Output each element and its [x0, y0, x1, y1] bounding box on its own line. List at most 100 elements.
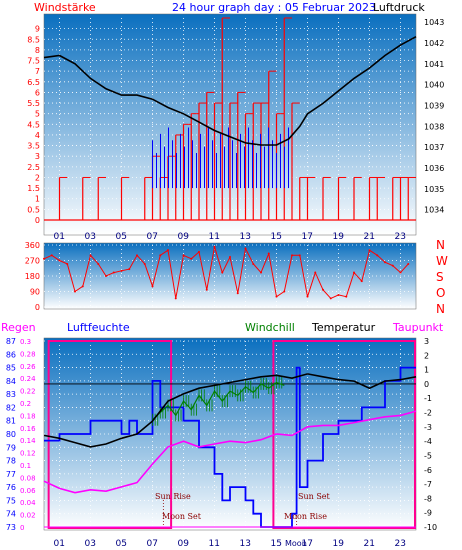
- wind-direction-point: [260, 271, 262, 274]
- humidity-tick-label: 75: [6, 496, 16, 505]
- rain-tick-label: 0: [20, 524, 24, 532]
- wind-direction-point: [244, 247, 247, 250]
- temperature-tick-label: 2: [424, 351, 429, 360]
- rain-tick-label: 0.1: [20, 462, 31, 470]
- wind-tick-label: 8: [35, 46, 40, 55]
- wind-direction-point: [376, 254, 379, 257]
- wind-direction-point: [174, 297, 177, 300]
- rain-label: Regen: [1, 321, 36, 334]
- windchill-line: [152, 381, 285, 421]
- pressure-tick-label: 1037: [424, 143, 444, 152]
- wind-direction-point: [322, 288, 324, 291]
- header-left-title: Windstärke: [34, 1, 96, 14]
- temperature-tick-label: -8: [424, 494, 432, 503]
- wind-direction-point: [399, 271, 402, 274]
- bottom-panel-bg: [43, 337, 417, 531]
- x-tick-label: 17: [302, 539, 313, 549]
- wind-direction-point: [252, 262, 255, 265]
- x-tick-label: 13: [240, 232, 251, 242]
- wind-direction-point: [120, 269, 123, 272]
- wind-direction-point: [329, 297, 332, 300]
- pressure-tick-label: 1034: [424, 206, 444, 215]
- temperature-tick-label: -5: [424, 451, 432, 460]
- x-tick-label: 07: [147, 539, 158, 549]
- x-tick-label: 09: [178, 539, 190, 549]
- wind-direction-point: [190, 257, 193, 260]
- wind-direction-point: [213, 245, 216, 248]
- rain-tick-label: 0.2: [20, 400, 31, 408]
- x-tick-label: 03: [85, 539, 96, 549]
- x-tick-label: 21: [364, 232, 375, 242]
- x-tick-label: 11: [209, 232, 220, 242]
- temperature-tick-label: -4: [424, 437, 432, 446]
- rain-tick-label: 0.28: [20, 350, 36, 358]
- wind-direction-point: [360, 280, 363, 283]
- wind-tick-label: 8.5: [27, 35, 40, 44]
- wind-direction-point: [97, 262, 100, 265]
- wind-tick-label: 4.5: [27, 120, 40, 129]
- rain-tick-label: 0.04: [20, 499, 36, 507]
- x-tick-label: 23: [395, 232, 406, 242]
- pressure-tick-label: 1043: [424, 18, 444, 27]
- wind-direction-point: [368, 249, 371, 252]
- temperature-tick-label: -10: [424, 523, 437, 532]
- x-tick-label: 01: [54, 539, 65, 549]
- direction-tick-label: 180: [25, 272, 40, 281]
- wind-direction-point: [159, 254, 162, 257]
- direction-tick-label: 0: [35, 303, 40, 312]
- wind-direction-point: [384, 261, 386, 264]
- wind-direction-point: [298, 254, 301, 257]
- axis-labels: 0101030305050707090911111313151517171919…: [6, 18, 445, 549]
- annotation-moon: Moon: [285, 539, 307, 548]
- humidity-tick-label: 86: [6, 350, 16, 359]
- direction-label: W: [436, 254, 448, 268]
- wind-tick-label: 3.5: [27, 142, 40, 151]
- temperature-tick-label: 1: [424, 366, 429, 375]
- annotation-moon-rise: Moon Rise: [284, 512, 327, 521]
- pressure-tick-label: 1042: [424, 39, 444, 48]
- annotation-moon-set: Moon Set: [162, 512, 202, 521]
- wind-tick-label: 1.5: [27, 184, 40, 193]
- pressure-tick-label: 1036: [424, 164, 444, 173]
- wind-tick-label: 6.5: [27, 78, 40, 87]
- wind-direction-point: [43, 257, 45, 260]
- wind-direction-point: [81, 285, 84, 288]
- wind-direction-point: [221, 271, 224, 274]
- direction-label: O: [436, 286, 445, 300]
- windchill-label: Windchill: [245, 321, 295, 334]
- x-tick-label: 05: [116, 232, 127, 242]
- pressure-tick-label: 1035: [424, 185, 444, 194]
- direction-tick-label: 270: [25, 257, 40, 266]
- humidity-tick-label: 87: [6, 337, 16, 346]
- wind-tick-label: 6: [35, 88, 40, 97]
- moon-frame-left: [47, 340, 173, 529]
- wind-direction-point: [391, 264, 394, 267]
- wind-direction-point: [205, 288, 208, 291]
- pressure-tick-label: 1039: [424, 101, 444, 110]
- humidity-tick-label: 74: [6, 510, 16, 519]
- x-tick-label: 13: [240, 539, 251, 549]
- wind-tick-label: 1: [35, 195, 40, 204]
- wind-direction-point: [407, 262, 410, 265]
- temperature-tick-label: 3: [424, 337, 429, 346]
- humidity-tick-label: 80: [6, 430, 16, 439]
- direction-label: S: [436, 270, 444, 284]
- x-tick-label: 01: [54, 232, 65, 242]
- wind-direction-point: [151, 285, 154, 288]
- rain-tick-label: 0.24: [20, 375, 36, 383]
- humidity-tick-label: 78: [6, 457, 16, 466]
- wind-tick-label: 4: [35, 131, 40, 140]
- wind-tick-label: 5.5: [27, 99, 40, 108]
- temperature-line: [43, 373, 417, 448]
- x-tick-label: 23: [395, 539, 406, 549]
- wind-direction-point: [89, 254, 92, 257]
- header-center-title: 24 hour graph day : 05 Februar 2023: [172, 1, 376, 14]
- x-tick-label: 05: [116, 539, 127, 549]
- wind-direction-point: [74, 290, 76, 293]
- x-tick-label: 15: [271, 539, 282, 549]
- wind-direction-point: [128, 268, 131, 271]
- x-tick-label: 17: [302, 232, 313, 242]
- humidity-tick-label: 73: [6, 523, 16, 532]
